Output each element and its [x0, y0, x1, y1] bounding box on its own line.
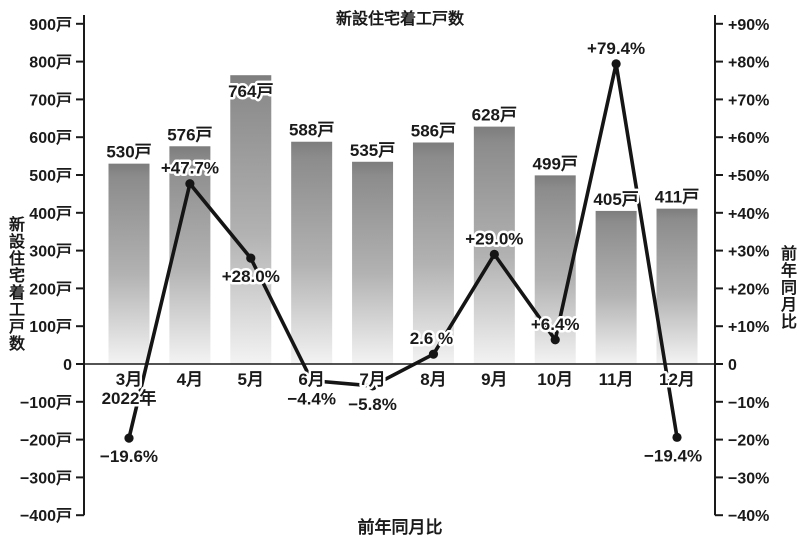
bar-value-label-3月: 530戸	[106, 143, 151, 162]
line-value-label-7月: −5.8%	[348, 395, 397, 414]
line-point-10月	[550, 335, 560, 345]
yoy-line	[127, 62, 679, 440]
line-value-label-11月: +79.4%	[587, 39, 645, 58]
left-axis-tick-label: 700戸	[29, 91, 72, 109]
bar-6月	[291, 141, 333, 364]
left-axis-tick-label: −400戸	[20, 507, 72, 525]
right-axis-tick-label: −30%	[728, 470, 769, 487]
right-axis-tick-label: +70%	[728, 92, 769, 109]
bar-value-label-11月: 405戸	[593, 190, 638, 209]
bar-9月	[473, 126, 515, 364]
line-value-label-12月: −19.4%	[644, 446, 702, 465]
x-tick-label-6月: 6月	[298, 370, 324, 389]
bar-value-label-10月: 499戸	[533, 154, 578, 173]
bar-value-label-7月: 535戸	[350, 141, 395, 160]
line-value-label-8月: 2.6 %	[410, 329, 453, 348]
x-tick-label-10月: 10月	[537, 370, 573, 389]
chart-title: 新設住宅着工戸数	[335, 11, 464, 28]
left-axis-tick-label: 600戸	[29, 129, 72, 147]
x-tick-label-12月: 12月	[659, 370, 695, 389]
bar-value-label-6月: 588戸	[289, 121, 334, 140]
right-axis-title: 前年同月比	[778, 245, 795, 330]
bar-value-label-12月: 411戸	[655, 188, 699, 207]
bar-5月	[230, 75, 272, 364]
line-value-label-5月: +28.0%	[222, 267, 280, 286]
right-axis-tick-label: +80%	[728, 55, 769, 72]
right-axis-tick-label: +30%	[728, 244, 769, 261]
left-axis-tick-label: −200戸	[20, 432, 72, 450]
left-axis-tick-label: 100戸	[29, 318, 72, 336]
bar-8月	[412, 142, 454, 364]
right-axis-tick-label: +50%	[728, 168, 769, 185]
line-series-footer-label: 前年同月比	[357, 518, 443, 537]
x-tick-label-4月: 4月	[177, 370, 203, 389]
left-axis-tick-label: 900戸	[29, 16, 72, 34]
left-axis-tick-label: 400戸	[29, 205, 72, 223]
left-axis-tick-label: 300戸	[29, 243, 72, 261]
line-point-6月	[307, 376, 317, 386]
left-axis-tick-label: 500戸	[29, 167, 72, 185]
x-tick-label-3月: 3月	[116, 370, 142, 389]
line-value-label-10月: +6.4%	[531, 315, 580, 334]
left-axis-tick-label: −100戸	[20, 394, 72, 412]
x-tick-label-11月: 11月	[599, 370, 634, 389]
x-tick-label-9月: 9月	[481, 370, 507, 389]
bar-7月	[352, 161, 394, 364]
right-axis-tick-label: +90%	[728, 17, 769, 34]
line-point-5月	[246, 253, 256, 263]
bar-value-label-4月: 576戸	[167, 125, 212, 144]
left-axis-tick-label: 200戸	[29, 280, 72, 298]
bar-value-label-5月: 764戸	[228, 82, 273, 101]
bar-3月	[108, 163, 150, 364]
right-axis-tick-label: −40%	[728, 508, 769, 525]
left-axis-tick-label: −300戸	[20, 469, 72, 487]
line-point-9月	[489, 249, 499, 259]
right-axis-tick-label: +20%	[728, 281, 769, 298]
bar-value-label-9月: 628戸	[472, 106, 517, 125]
right-axis-tick-label: −10%	[728, 395, 769, 412]
line-value-label-6月: −4.4%	[287, 390, 336, 409]
line-point-8月	[428, 349, 439, 359]
left-axis-tick-label: 0	[63, 357, 72, 374]
line-point-7月	[367, 381, 378, 391]
x-tick-label-7月: 7月	[359, 370, 385, 389]
left-axis-title: 新設住宅着工戸数	[6, 216, 23, 352]
line-value-label-9月: +29.0%	[465, 229, 523, 248]
right-axis-tick-label: −20%	[728, 433, 769, 450]
line-point-3月	[124, 433, 134, 443]
line-point-12月	[672, 432, 682, 442]
x-tick-label-8月: 8月	[420, 370, 446, 389]
line-point-4月	[185, 179, 195, 189]
right-axis-tick-label: +10%	[728, 319, 769, 336]
bar-12月	[656, 208, 698, 364]
bar-4月	[169, 146, 211, 364]
line-value-label-3月: −19.6%	[100, 447, 158, 466]
line-point-11月	[611, 59, 621, 69]
line-value-label-4月: +47.7%	[161, 159, 219, 178]
bar-11月	[595, 210, 637, 364]
right-axis-tick-label: +60%	[728, 130, 769, 147]
bar-value-label-8月: 586戸	[411, 121, 456, 140]
left-axis-tick-label: 800戸	[29, 54, 72, 72]
right-axis-tick-label: 0	[728, 357, 737, 374]
x-tick-label-5月: 5月	[238, 370, 264, 389]
right-axis-tick-label: +40%	[728, 206, 769, 223]
x-axis-year-label: 2022年	[102, 388, 157, 408]
